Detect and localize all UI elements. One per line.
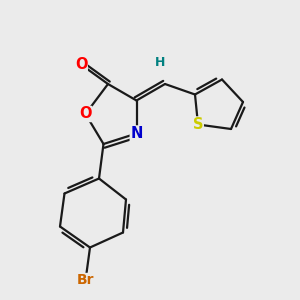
Text: O: O — [79, 106, 92, 122]
Text: O: O — [75, 57, 87, 72]
Text: S: S — [193, 117, 203, 132]
Text: N: N — [130, 126, 143, 141]
Text: H: H — [155, 56, 166, 70]
Text: Br: Br — [77, 274, 94, 287]
